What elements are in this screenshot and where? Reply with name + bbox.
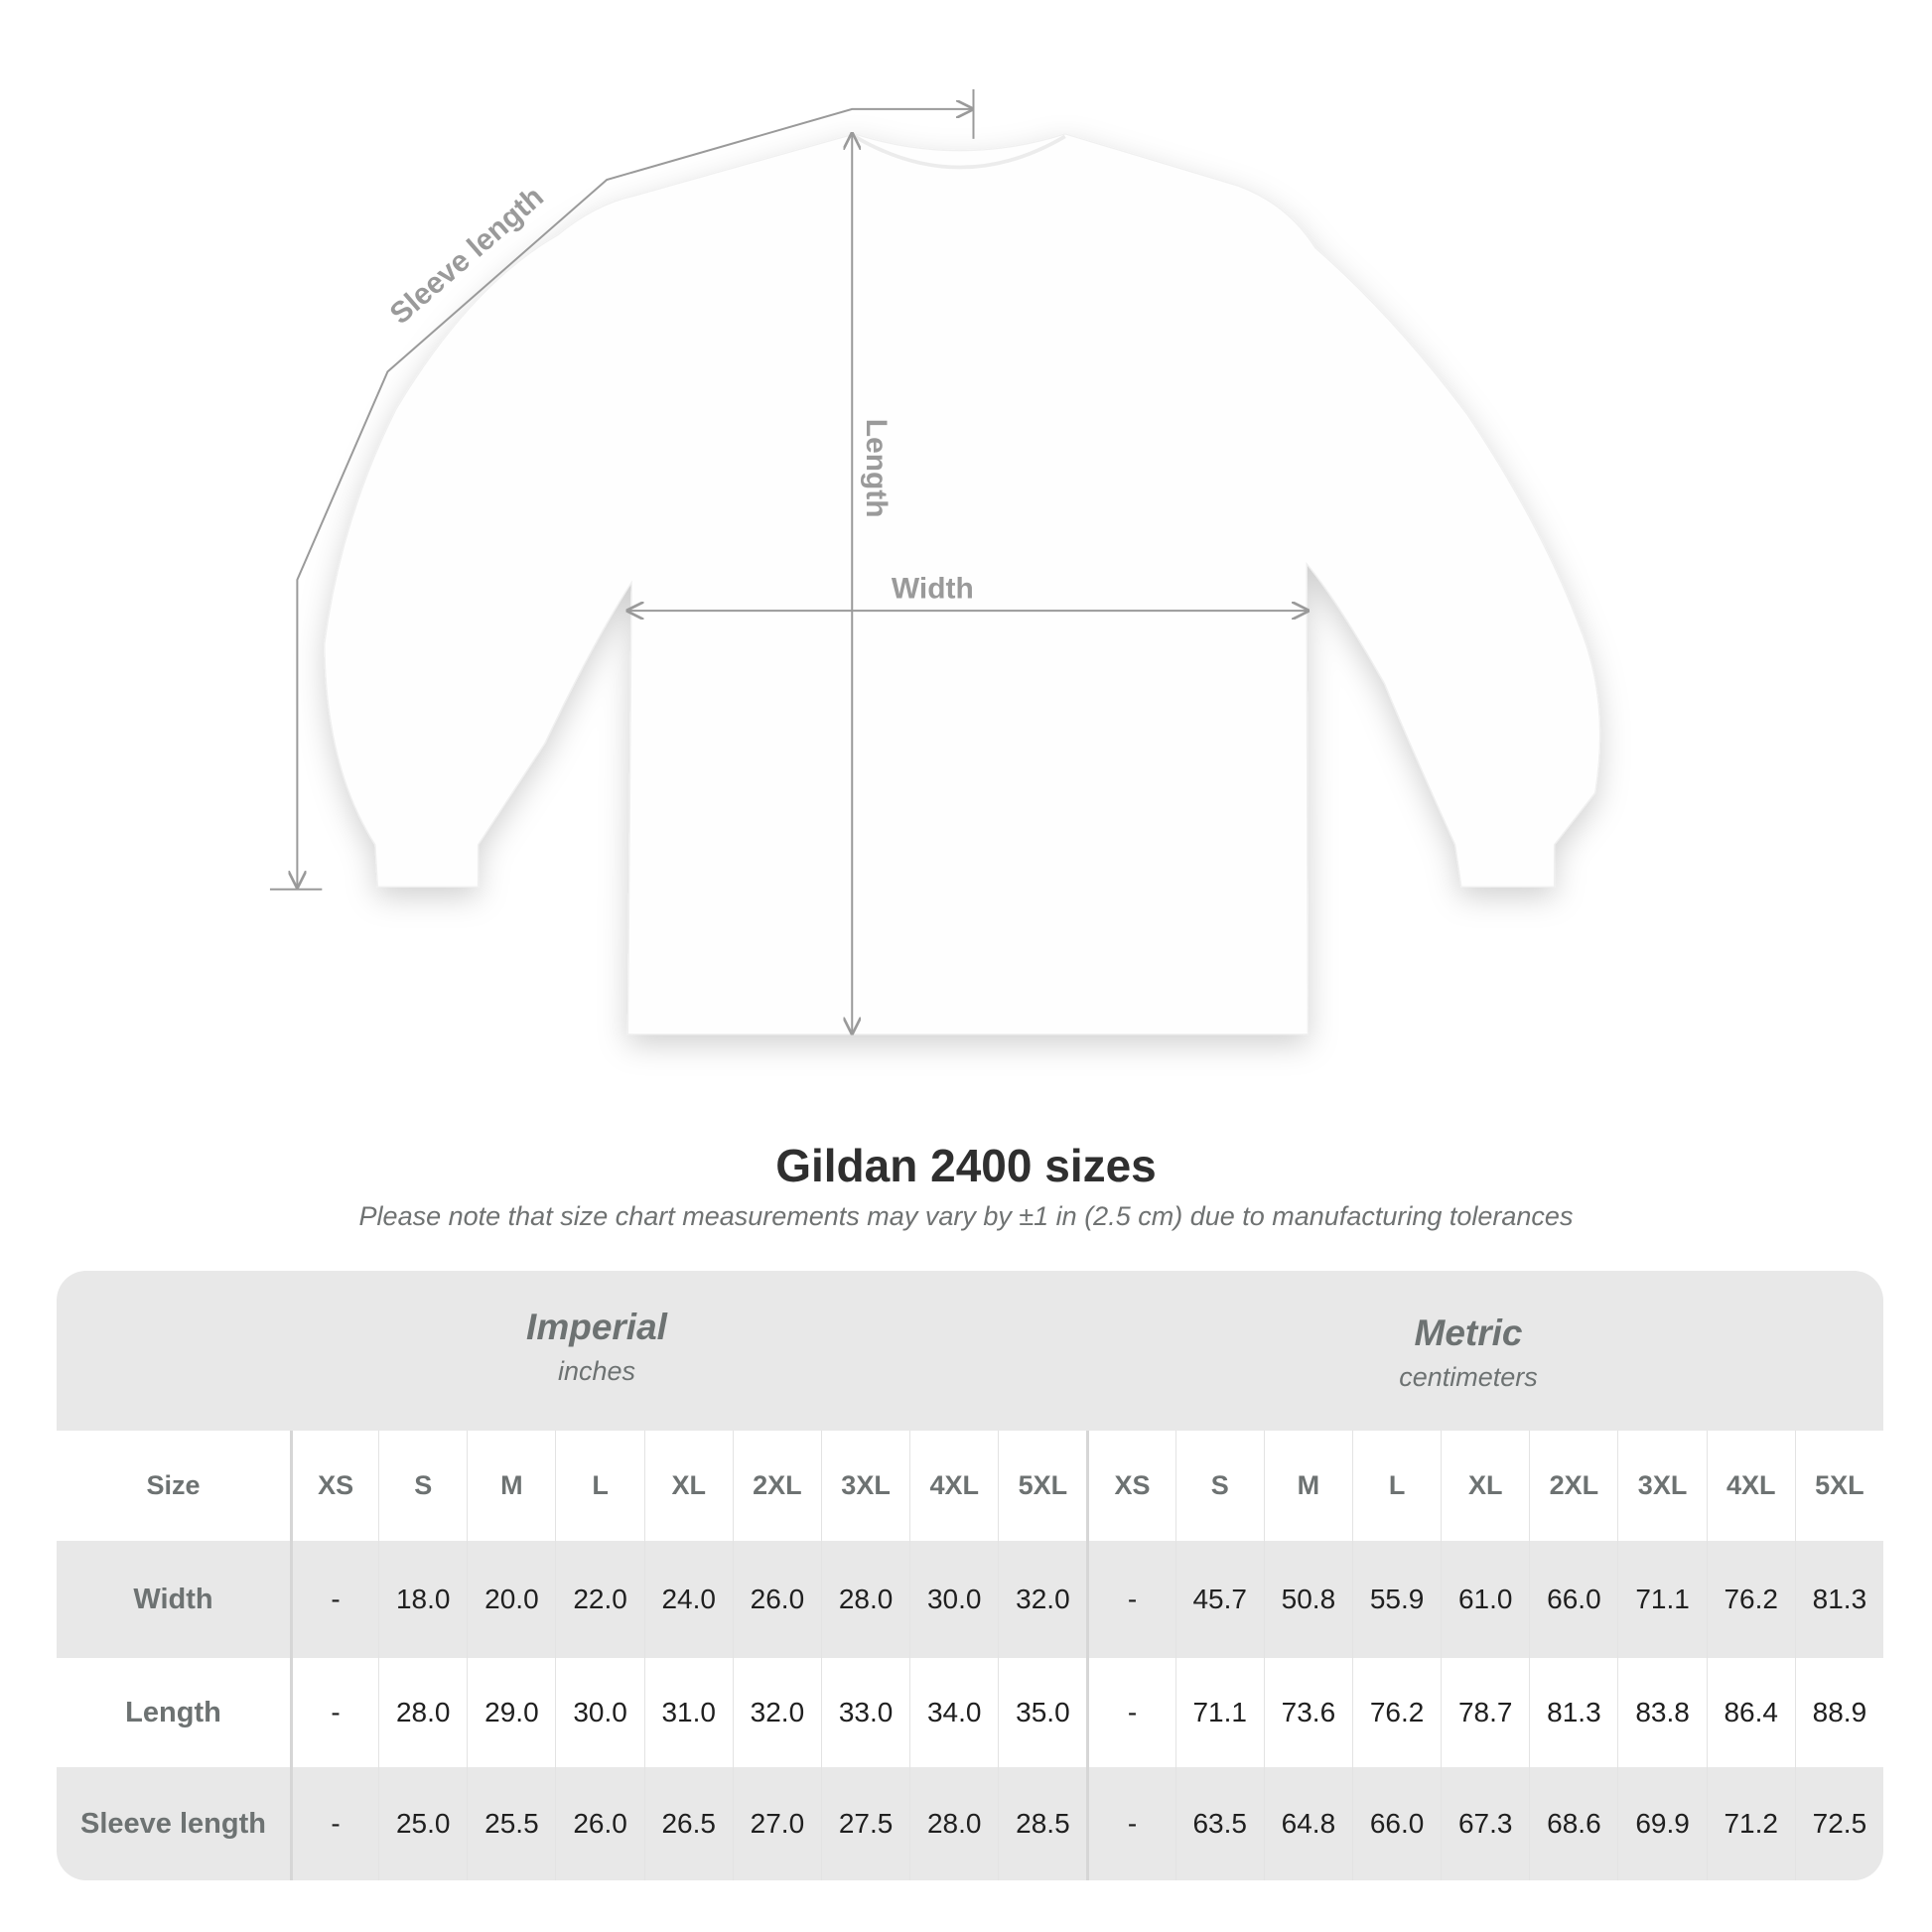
metric-value-cell: 71.2	[1706, 1767, 1795, 1880]
metric-value-cell: 55.9	[1351, 1541, 1441, 1658]
metric-value-cell: -	[1086, 1658, 1174, 1767]
imperial-value-cell: -	[290, 1658, 378, 1767]
imperial-value-cell: -	[290, 1541, 378, 1658]
metric-value-cell: 61.0	[1441, 1541, 1529, 1658]
metric-title: Metric	[1414, 1312, 1523, 1353]
metric-value-cell: 81.3	[1794, 1541, 1883, 1658]
table-header: Imperial inches Metric centimeters	[57, 1271, 1883, 1431]
imperial-value-cell: 31.0	[643, 1658, 733, 1767]
imperial-value-cell: 27.0	[732, 1767, 821, 1880]
table-row: Length -28.0 29.0 30.0 31.0 32.0 33.0 34.0 35.0-…	[57, 1658, 1883, 1767]
imperial-title: Imperial	[526, 1307, 667, 1347]
metric-value-cell: 72.5	[1794, 1767, 1883, 1880]
imperial-value-cell: 20.0	[467, 1541, 555, 1658]
metric-value-cell: 45.7	[1174, 1541, 1264, 1658]
metric-value-cell: 71.1	[1174, 1658, 1264, 1767]
imperial-value-cell: 28.0	[909, 1767, 998, 1880]
tolerance-note: Please note that size chart measurements…	[358, 1201, 1574, 1231]
table-row: Width -18.0 20.0 22.0 24.0 26.0 28.0 30.0 32.0-4…	[57, 1541, 1883, 1658]
size-column-header: XS	[1086, 1431, 1174, 1541]
size-label: Size	[146, 1470, 201, 1500]
imperial-value-cell: 27.5	[820, 1767, 909, 1880]
imperial-value-cell: 30.0	[555, 1658, 643, 1767]
metric-value-cell: -	[1086, 1541, 1174, 1658]
metric-value-cell: 73.6	[1263, 1658, 1352, 1767]
size-column-header: 2XL	[1529, 1431, 1617, 1541]
size-column-header: S	[1174, 1431, 1264, 1541]
metric-value-cell: 76.2	[1351, 1658, 1441, 1767]
metric-value-cell: 50.8	[1263, 1541, 1352, 1658]
metric-value-cell: 86.4	[1706, 1658, 1795, 1767]
size-column-header: M	[1263, 1431, 1352, 1541]
imperial-header: Imperial inches	[249, 1307, 944, 1387]
metric-value-cell: 63.5	[1174, 1767, 1264, 1880]
imperial-value-cell: 33.0	[820, 1658, 909, 1767]
metric-value-cell: 69.9	[1617, 1767, 1706, 1880]
metric-header: Metric centimeters	[1121, 1312, 1816, 1393]
row-label: Sleeve length	[80, 1807, 266, 1840]
length-label: Length	[860, 419, 893, 518]
imperial-value-cell: 35.0	[998, 1658, 1086, 1767]
imperial-value-cell: 22.0	[555, 1541, 643, 1658]
metric-value-cell: 78.7	[1441, 1658, 1529, 1767]
metric-value-cell: 67.3	[1441, 1767, 1529, 1880]
imperial-value-cell: 34.0	[909, 1658, 998, 1767]
imperial-value-cell: -	[290, 1767, 378, 1880]
size-column-header: S	[378, 1431, 467, 1541]
metric-unit: centimeters	[1399, 1362, 1538, 1392]
page-title: Gildan 2400 sizes	[775, 1140, 1157, 1191]
size-column-header: L	[555, 1431, 643, 1541]
size-column-header: XS	[290, 1431, 378, 1541]
size-column-header: XL	[643, 1431, 733, 1541]
metric-value-cell: 66.0	[1529, 1541, 1617, 1658]
imperial-value-cell: 26.0	[555, 1767, 643, 1880]
imperial-value-cell: 32.0	[998, 1541, 1086, 1658]
metric-value-cell: 66.0	[1351, 1767, 1441, 1880]
imperial-value-cell: 28.0	[820, 1541, 909, 1658]
size-column-header: 4XL	[1706, 1431, 1795, 1541]
size-column-header: 4XL	[909, 1431, 998, 1541]
row-label: Length	[125, 1696, 221, 1728]
size-column-header: 3XL	[820, 1431, 909, 1541]
metric-value-cell: 68.6	[1529, 1767, 1617, 1880]
imperial-value-cell: 30.0	[909, 1541, 998, 1658]
imperial-value-cell: 32.0	[732, 1658, 821, 1767]
imperial-value-cell: 28.0	[378, 1658, 467, 1767]
size-header-row: Size XS S M L XL 2XL 3XL 4XL 5XL XS S M L XL 2XL 3XL 4XL 5…	[57, 1431, 1883, 1541]
size-column-header: 5XL	[998, 1431, 1086, 1541]
imperial-value-cell: 25.5	[467, 1767, 555, 1880]
row-label: Width	[133, 1583, 213, 1615]
metric-value-cell: 64.8	[1263, 1767, 1352, 1880]
width-label: Width	[892, 573, 974, 606]
size-column-header: M	[467, 1431, 555, 1541]
size-column-header: XL	[1441, 1431, 1529, 1541]
imperial-value-cell: 28.5	[998, 1767, 1086, 1880]
imperial-value-cell: 26.0	[732, 1541, 821, 1658]
size-column-header: L	[1351, 1431, 1441, 1541]
metric-value-cell: 88.9	[1794, 1658, 1883, 1767]
size-column-header: 3XL	[1617, 1431, 1706, 1541]
metric-value-cell: 71.1	[1617, 1541, 1706, 1658]
imperial-value-cell: 18.0	[378, 1541, 467, 1658]
imperial-value-cell: 24.0	[643, 1541, 733, 1658]
imperial-value-cell: 29.0	[467, 1658, 555, 1767]
metric-value-cell: 81.3	[1529, 1658, 1617, 1767]
imperial-unit: inches	[557, 1356, 636, 1386]
sleeve-length-dimension	[269, 88, 975, 891]
table-row: Sleeve length -25.0 25.5 26.0 26.5 27.0 27.5 28…	[57, 1767, 1883, 1880]
size-column-header: 5XL	[1794, 1431, 1883, 1541]
metric-value-cell: -	[1086, 1767, 1174, 1880]
size-column-header: 2XL	[732, 1431, 821, 1541]
imperial-value-cell: 25.0	[378, 1767, 467, 1880]
size-chart-table: Imperial inches Metric centimeters Size X…	[57, 1271, 1883, 1880]
metric-value-cell: 76.2	[1706, 1541, 1795, 1658]
shirt-measurement-diagram: Sleeve length Length Width	[269, 88, 1601, 1035]
imperial-value-cell: 26.5	[643, 1767, 733, 1880]
metric-value-cell: 83.8	[1617, 1658, 1706, 1767]
